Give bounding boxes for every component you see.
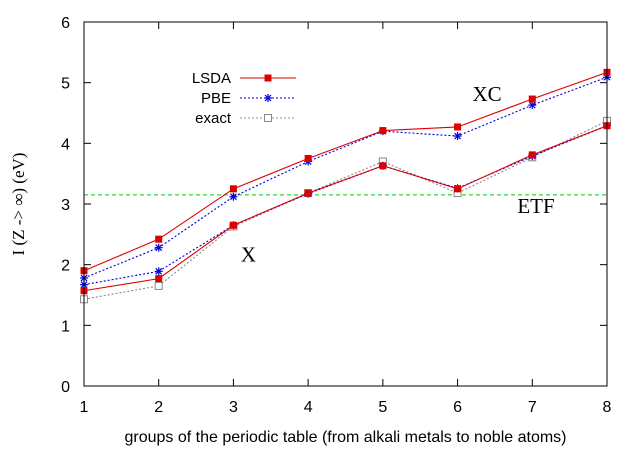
y-axis-label: I (Z -> ∞) (eV): [9, 153, 28, 256]
legend-label: PBE: [201, 90, 231, 107]
y-tick-label: 6: [61, 15, 70, 32]
data-point: [528, 151, 536, 159]
data-point: [454, 123, 462, 131]
y-tick-label: 0: [61, 379, 70, 396]
annotation-x: X: [241, 243, 256, 267]
series-line-pbe-xc: [83, 76, 608, 279]
legend-item-lsda: LSDA: [192, 70, 296, 87]
x-tick-label: 2: [154, 399, 163, 416]
series-pbe: [80, 73, 611, 289]
annotation-etf: ETF: [517, 194, 554, 218]
series-lsda: [80, 68, 611, 295]
x-tick-label: 6: [453, 399, 462, 416]
annotation-layer: XC X ETF: [241, 82, 555, 267]
y-tick-label: 1: [61, 318, 70, 335]
data-point: [379, 127, 387, 135]
y-tick-label: 4: [61, 136, 70, 153]
data-point: [154, 281, 163, 290]
x-axis-label: groups of the periodic table (from alkal…: [125, 429, 567, 446]
x-tick-label: 8: [603, 399, 612, 416]
x-tick-label: 1: [80, 399, 89, 416]
x-tick-label: 5: [378, 399, 387, 416]
data-point: [453, 132, 462, 141]
data-point: [155, 275, 163, 283]
x-tick-label: 7: [528, 399, 537, 416]
legend-label: LSDA: [192, 70, 231, 87]
series-layer: [80, 68, 611, 304]
data-point: [528, 95, 536, 103]
legend: LSDA PBE exact: [192, 70, 296, 127]
series-line-lsda-x: [83, 125, 608, 292]
data-point: [304, 189, 312, 197]
x-tick-label: 3: [229, 399, 238, 416]
data-point: [264, 74, 272, 82]
legend-item-pbe: PBE: [201, 90, 296, 107]
data-point: [264, 114, 272, 122]
legend-label: exact: [195, 110, 232, 127]
data-point: [229, 185, 237, 193]
y-tick-label: 3: [61, 197, 70, 214]
data-point: [155, 235, 163, 243]
data-point: [154, 243, 163, 252]
legend-item-exact: exact: [195, 110, 296, 127]
series-line-lsda-xc: [83, 71, 608, 272]
data-point: [379, 162, 387, 170]
data-point: [264, 94, 272, 102]
data-point: [229, 221, 237, 229]
data-point: [154, 267, 163, 276]
data-point: [454, 185, 462, 193]
y-tick-label: 5: [61, 76, 70, 93]
data-point: [304, 155, 312, 162]
y-tick-label: 2: [61, 258, 70, 275]
series-line-exact-x: [83, 120, 608, 300]
annotation-xc: XC: [473, 82, 502, 106]
x-tick-label: 4: [304, 399, 313, 416]
data-point: [229, 192, 238, 201]
